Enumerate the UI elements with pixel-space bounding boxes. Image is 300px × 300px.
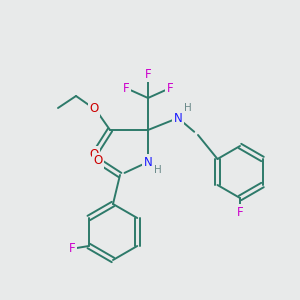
Text: F: F xyxy=(237,206,243,218)
Text: N: N xyxy=(144,155,152,169)
Text: O: O xyxy=(89,148,99,160)
Text: H: H xyxy=(154,165,162,175)
Text: F: F xyxy=(123,82,129,94)
Text: O: O xyxy=(89,103,99,116)
Text: H: H xyxy=(184,103,192,113)
Text: O: O xyxy=(93,154,103,167)
Text: F: F xyxy=(167,82,173,94)
Text: N: N xyxy=(174,112,182,124)
Text: F: F xyxy=(145,68,151,80)
Text: F: F xyxy=(68,242,75,254)
